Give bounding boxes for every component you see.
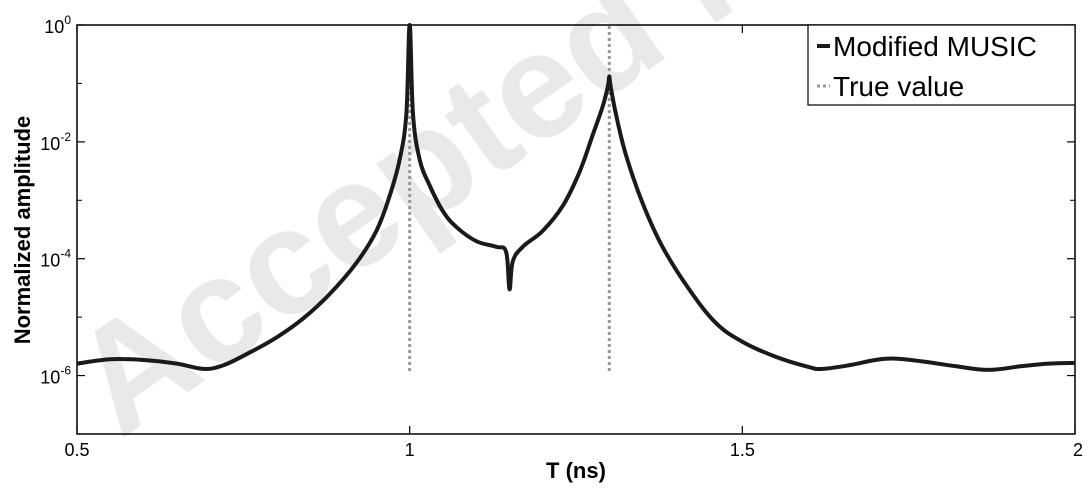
x-axis-label: T (ns) xyxy=(546,458,606,483)
legend: Modified MUSIC True value xyxy=(807,24,1076,106)
y-tick-label: 10-6 xyxy=(40,364,71,388)
x-tick-label: 2 xyxy=(1073,440,1083,460)
y-tick-label: 10-2 xyxy=(40,130,71,154)
legend-box xyxy=(807,24,1076,106)
y-tick-label: 10-4 xyxy=(40,247,71,271)
plot-frame xyxy=(76,24,1076,435)
y-axis-label: Normalized amplitude xyxy=(10,116,35,345)
x-tick-label: 0.5 xyxy=(64,440,89,460)
y-tick-label: 100 xyxy=(44,13,71,37)
x-tick-label: 1.5 xyxy=(730,440,755,460)
legend-label-modified-music: Modified MUSIC xyxy=(833,31,1037,62)
legend-label-true-value: True value xyxy=(833,71,964,102)
series-line-modified-music xyxy=(76,23,1076,372)
x-tick-label: 1 xyxy=(405,440,415,460)
